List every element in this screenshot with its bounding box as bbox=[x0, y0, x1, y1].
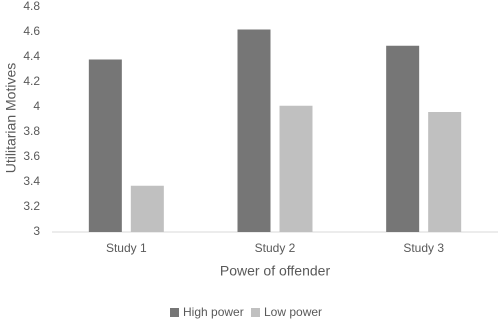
y-tick-label: 3.8 bbox=[23, 124, 40, 138]
legend-label: High power bbox=[183, 305, 244, 319]
x-tick-label: Study 3 bbox=[403, 241, 444, 255]
x-tick-label: Study 2 bbox=[255, 241, 296, 255]
y-tick-label: 3 bbox=[33, 224, 40, 238]
y-tick-label: 3.2 bbox=[23, 199, 40, 213]
bar bbox=[237, 29, 271, 232]
legend-label: Low power bbox=[264, 305, 322, 319]
bar bbox=[130, 185, 164, 232]
x-tick-label: Study 1 bbox=[106, 241, 147, 255]
y-axis-title: Utilitarian Motives bbox=[3, 63, 19, 173]
y-tick-label: 4 bbox=[33, 99, 40, 113]
y-tick-label: 4.4 bbox=[23, 49, 40, 63]
bar bbox=[279, 105, 313, 232]
y-tick-label: 4.6 bbox=[23, 24, 40, 38]
bar bbox=[386, 45, 420, 232]
bar bbox=[428, 112, 462, 232]
x-axis-title: Power of offender bbox=[220, 263, 331, 279]
y-tick-label: 3.4 bbox=[23, 174, 40, 188]
legend-swatch bbox=[170, 308, 179, 317]
y-tick-label: 3.6 bbox=[23, 149, 40, 163]
y-tick-label: 4.8 bbox=[23, 0, 40, 13]
legend-swatch bbox=[251, 308, 260, 317]
bar bbox=[88, 59, 122, 232]
y-tick-label: 4.2 bbox=[23, 74, 40, 88]
